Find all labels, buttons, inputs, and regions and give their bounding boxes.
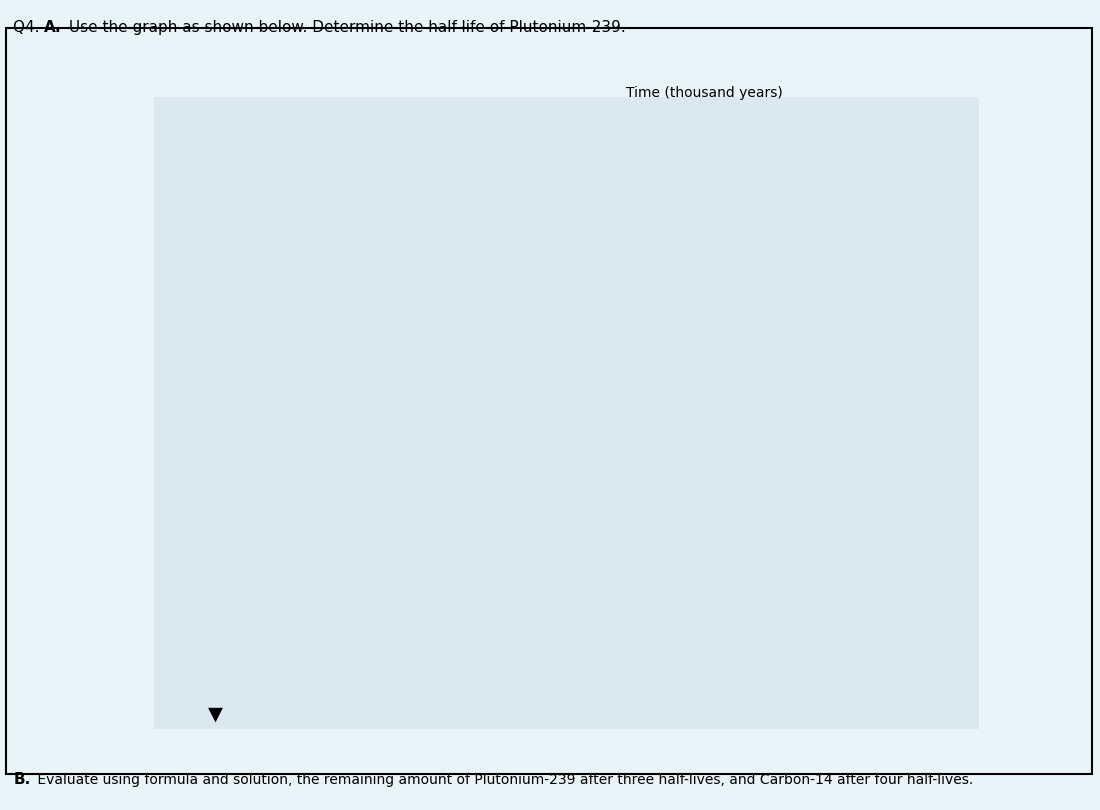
Text: Plutonium-239: Plutonium-239 (515, 401, 640, 416)
Y-axis label: Undecayed particles (%): Undecayed particles (%) (162, 318, 176, 509)
Text: Time (thousand years): Time (thousand years) (626, 86, 782, 100)
Text: Q4.: Q4. (13, 20, 45, 36)
Text: Use the graph as shown below. Determine the half-life of Plutonium-239.: Use the graph as shown below. Determine … (64, 20, 626, 36)
Text: B.: B. (13, 772, 31, 787)
Text: A.: A. (44, 20, 62, 36)
Text: ▼: ▼ (208, 705, 223, 724)
X-axis label: Time (thousand years): Time (thousand years) (448, 710, 641, 726)
Text: Carbon-14: Carbon-14 (344, 561, 433, 576)
Text: Evaluate using formula and solution, the remaining amount of Plutonium-239 after: Evaluate using formula and solution, the… (33, 774, 974, 787)
